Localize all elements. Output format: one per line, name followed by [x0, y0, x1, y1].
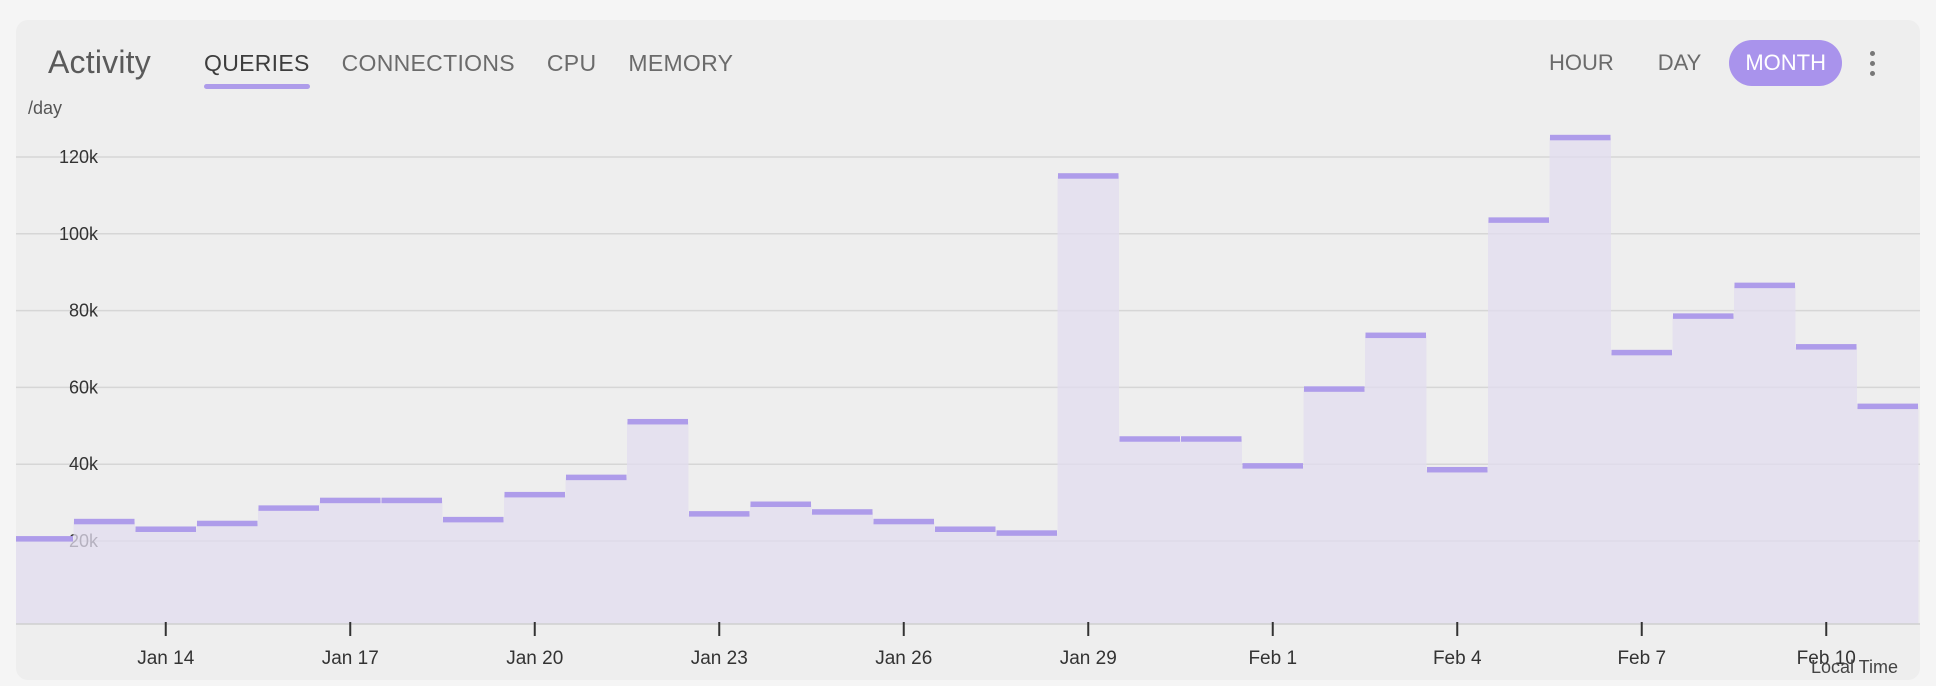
bar-top: [1119, 436, 1180, 442]
bar-top: [1058, 173, 1119, 179]
bar-fill: [1672, 316, 1734, 624]
bar-top: [74, 518, 135, 525]
x-tick-label: Feb 7: [1617, 648, 1666, 669]
bar-fill: [750, 504, 812, 624]
bar-top: [1304, 386, 1365, 392]
card-title: Activity: [48, 44, 151, 80]
timezone-label: Local Time: [1810, 657, 1898, 677]
x-tick-label: Jan 20: [506, 648, 563, 669]
range-month-button[interactable]: MONTH: [1729, 40, 1842, 86]
bar-fill: [1734, 285, 1796, 624]
more-vertical-icon[interactable]: [1860, 40, 1884, 86]
bar-top: [1673, 313, 1734, 319]
bar-top: [1734, 282, 1795, 289]
x-tick-label: Jan 14: [137, 648, 194, 669]
x-tick-label: Feb 1: [1248, 648, 1297, 669]
bar-fill: [934, 529, 996, 624]
bar-top: [135, 526, 196, 532]
x-tick-label: Jan 29: [1060, 648, 1117, 669]
bar-top: [566, 474, 627, 481]
y-axis-unit-label: /day: [28, 98, 63, 118]
bar-top: [16, 536, 73, 542]
bar-top: [1796, 344, 1857, 350]
bar-top: [197, 520, 258, 527]
bar-fill: [1426, 469, 1488, 624]
bar-fill: [258, 508, 320, 624]
bar-fill: [1611, 352, 1673, 624]
bar-top: [1242, 463, 1303, 469]
bar-fill: [1857, 406, 1919, 624]
bar-top: [689, 511, 750, 517]
bar-top: [258, 505, 319, 511]
bar-fill: [196, 523, 258, 624]
bar-fill: [1549, 137, 1611, 625]
x-tick-label: Feb 4: [1433, 648, 1482, 669]
bar-fill: [1303, 389, 1365, 624]
bar-fill: [1180, 439, 1242, 624]
x-tick-label: Jan 26: [875, 648, 932, 669]
bar-top: [873, 518, 934, 525]
bar-top: [1611, 349, 1672, 356]
y-tick-label: 80k: [69, 301, 99, 321]
tab-queries[interactable]: QUERIES: [204, 50, 310, 89]
bar-fill: [73, 521, 135, 624]
bar-fill: [1057, 176, 1119, 624]
bar-top: [750, 501, 811, 508]
time-range-selector: HOUR DAY MONTH: [1521, 40, 1884, 86]
x-tick-label: Feb 10: [1797, 648, 1856, 669]
bar-fill: [996, 533, 1058, 624]
bar-fill: [381, 500, 443, 624]
bar-top: [1857, 403, 1918, 410]
metric-tabs: QUERIES CONNECTIONS CPU MEMORY: [204, 50, 765, 89]
range-day-button[interactable]: DAY: [1657, 50, 1702, 75]
bar-fill: [319, 500, 381, 624]
bar-fill: [442, 519, 504, 624]
bar-top: [1365, 332, 1426, 339]
bar-fill: [627, 421, 689, 624]
bar-top: [1181, 436, 1242, 442]
bar-top: [443, 516, 504, 523]
bar-top: [504, 491, 565, 498]
tab-connections[interactable]: CONNECTIONS: [341, 50, 515, 76]
y-tick-label: 120k: [59, 147, 99, 167]
bar-fill: [1488, 220, 1550, 625]
bar-top: [1550, 134, 1611, 141]
bar-fill: [135, 529, 197, 624]
bar-fill: [688, 514, 750, 624]
x-tick-label: Jan 17: [322, 648, 379, 669]
bar-fill: [1795, 347, 1857, 624]
bar-top: [320, 497, 381, 504]
bar-fill: [1365, 335, 1427, 624]
bar-top: [935, 526, 996, 532]
bar-fill: [1119, 439, 1181, 624]
tab-cpu[interactable]: CPU: [546, 50, 597, 76]
bar-fill: [504, 494, 566, 624]
tab-memory[interactable]: MEMORY: [628, 50, 734, 76]
bar-fill: [811, 512, 873, 624]
bar-top: [1427, 466, 1488, 473]
bar-top: [996, 530, 1057, 536]
bar-top: [1488, 217, 1549, 223]
y-tick-label: 60k: [69, 377, 99, 397]
activity-card: Activity QUERIES CONNECTIONS CPU MEMORY …: [16, 20, 1920, 680]
bar-fill: [1242, 466, 1304, 624]
bar-fill: [565, 477, 627, 624]
y-tick-label: 100k: [59, 224, 99, 244]
bar-top: [381, 497, 442, 504]
y-tick-label: 40k: [69, 454, 99, 474]
range-hour-button[interactable]: HOUR: [1548, 50, 1614, 75]
bar-top: [812, 509, 873, 515]
bar-fill: [16, 539, 74, 624]
bar-top: [627, 418, 688, 425]
bar-fill: [873, 521, 935, 624]
x-tick-label: Jan 23: [691, 648, 748, 669]
